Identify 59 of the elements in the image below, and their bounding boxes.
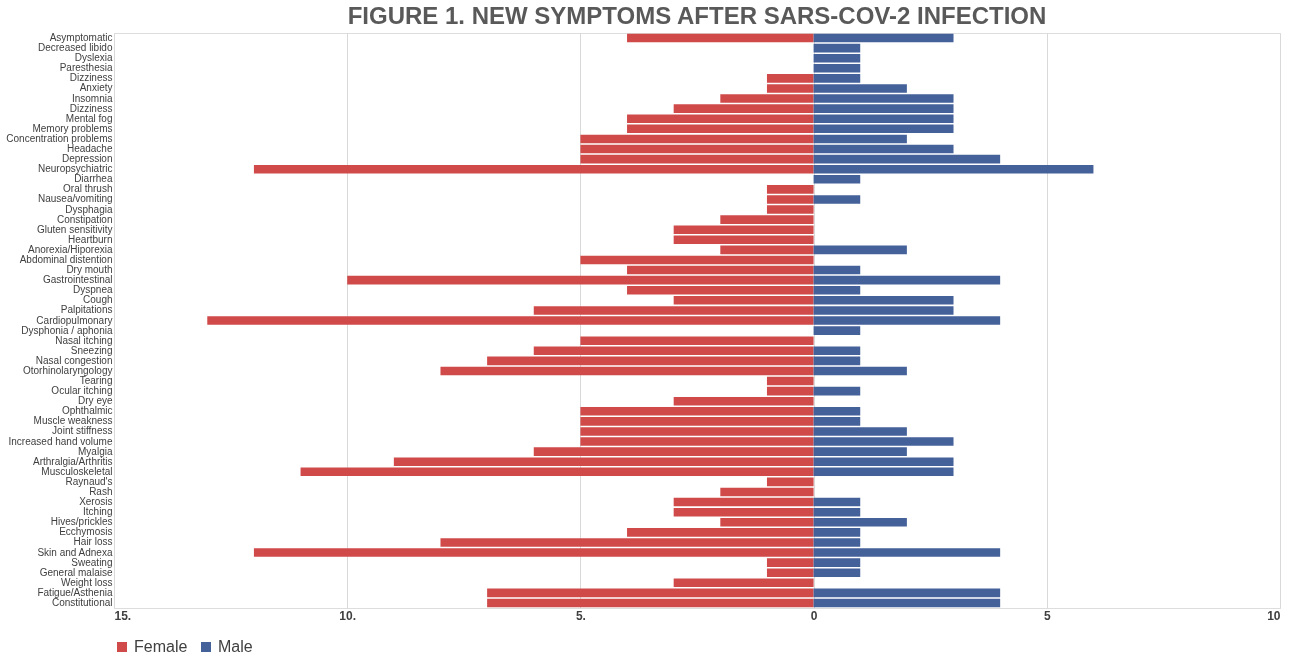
legend-label: Female xyxy=(134,638,188,655)
y-tick-label: Memory problems xyxy=(32,122,113,134)
y-tick-label: Constipation xyxy=(56,213,113,225)
y-tick-label: Asymptomatic xyxy=(49,32,113,44)
x-tick-label: 5. xyxy=(575,608,586,623)
y-tick-label: Cough xyxy=(83,294,113,306)
y-tick-label: Dizziness xyxy=(69,72,113,84)
y-tick-label: Rash xyxy=(89,485,113,497)
x-tick-label: 10. xyxy=(339,608,357,623)
y-tick-label: Sneezing xyxy=(70,344,113,356)
y-tick-label: Xerosis xyxy=(79,496,113,508)
y-tick-label: Oral thrush xyxy=(63,183,113,195)
y-tick-label: General malaise xyxy=(39,566,113,578)
y-tick-label: Cardiopulmonary xyxy=(36,314,113,326)
y-tick-label: Anxiety xyxy=(79,82,113,94)
chart-title: FIGURE 1. NEW SYMPTOMS AFTER SARS-COV-2 INFECTION xyxy=(347,1,1047,29)
y-tick-label: Dyspnea xyxy=(73,284,113,296)
y-tick-label: Palpitations xyxy=(60,304,113,316)
y-tick-label: Diarrhea xyxy=(74,173,113,185)
legend-label: Male xyxy=(218,638,253,655)
y-tick-label: Dyslexia xyxy=(74,52,113,64)
y-tick-label: Weight loss xyxy=(60,576,113,588)
y-tick-label: Ecchymosis xyxy=(59,526,113,538)
x-tick-label: 5 xyxy=(1043,608,1051,623)
y-tick-label: Dysphagia xyxy=(65,203,113,215)
y-tick-label: Skin and Adnexa xyxy=(37,546,113,558)
x-tick-label: 15. xyxy=(114,608,132,623)
y-tick-label: Otorhinolaryngology xyxy=(23,364,113,376)
y-tick-label: Dysphonia / aphonia xyxy=(21,324,113,336)
y-tick-label: Ophthalmic xyxy=(61,405,113,417)
y-tick-label: Nasal itching xyxy=(55,334,113,346)
y-tick-label: Sweating xyxy=(71,556,113,568)
y-tick-label: Raynaud's xyxy=(65,475,113,487)
y-tick-label: Arthralgia/Arthritis xyxy=(33,455,113,467)
y-tick-label: Joint stiffness xyxy=(52,425,113,437)
y-tick-label: Paresthesia xyxy=(59,62,113,74)
y-tick-label: Muscle weakness xyxy=(33,415,113,427)
y-tick-label: Itching xyxy=(83,506,113,518)
y-tick-label: Depression xyxy=(61,153,113,165)
y-tick-label: Fatigue/Asthenia xyxy=(37,586,113,598)
y-tick-label: Musculoskeletal xyxy=(41,465,113,477)
y-tick-label: Insomnia xyxy=(71,92,113,104)
x-tick-label: 0 xyxy=(810,608,818,623)
y-tick-label: Gluten sensitivity xyxy=(36,223,113,235)
y-tick-label: Increased hand volume xyxy=(8,435,113,447)
y-tick-label: Nasal congestion xyxy=(35,354,113,366)
y-tick-label: Dry mouth xyxy=(66,264,113,276)
y-tick-label: Mental fog xyxy=(65,112,113,124)
y-tick-label: Myalgia xyxy=(78,445,113,457)
y-tick-label: Concentration problems xyxy=(6,132,113,144)
y-tick-label: Dry eye xyxy=(78,395,113,407)
y-tick-label: Dizziness xyxy=(69,102,113,114)
x-tick-label: 10 xyxy=(1267,608,1281,623)
y-tick-label: Hair loss xyxy=(73,536,113,548)
y-tick-label: Heartburn xyxy=(68,233,113,245)
y-tick-label: Anorexia/Hiporexia xyxy=(28,243,113,255)
y-tick-label: Nausea/vomiting xyxy=(38,193,113,205)
y-tick-label: Hives/prickles xyxy=(50,516,113,528)
y-tick-label: Constitutional xyxy=(51,596,113,608)
